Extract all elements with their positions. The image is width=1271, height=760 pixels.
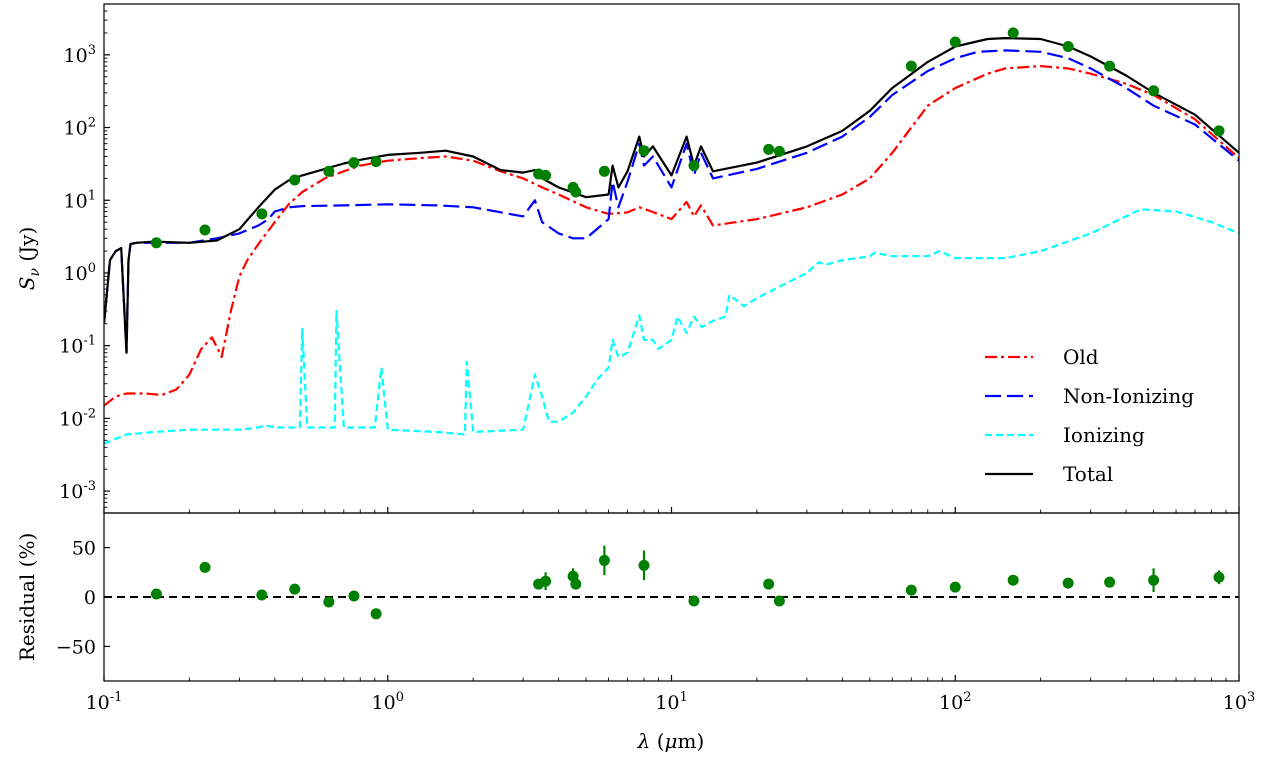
residual-point bbox=[763, 578, 775, 590]
y-tick-label: 10-3 bbox=[59, 479, 96, 503]
sed-panel: 10-3 10-2 10-1 100 101 102 103 Sν (Jy) Old Non-… bbox=[15, 3, 1240, 514]
observed-point bbox=[1104, 60, 1116, 72]
residual-point bbox=[598, 554, 610, 566]
legend-label: Old bbox=[1063, 345, 1099, 369]
observed-point bbox=[598, 165, 610, 177]
series-line-total bbox=[104, 37, 1239, 354]
y-tick-label: 100 bbox=[64, 261, 96, 285]
residual-point bbox=[150, 588, 162, 600]
x-tick-label: 102 bbox=[939, 690, 971, 714]
residual-x-ticks: 10-1 100 101 102 103 bbox=[86, 675, 1255, 714]
observed-point bbox=[773, 145, 785, 157]
residual-point bbox=[540, 575, 552, 587]
legend-label: Total bbox=[1063, 462, 1113, 486]
y-tick-label: 10-1 bbox=[59, 334, 96, 358]
residual-y-tick-label: −50 bbox=[56, 636, 96, 658]
residual-point bbox=[570, 578, 582, 590]
residual-plot-area bbox=[104, 545, 1239, 620]
observed-point bbox=[905, 60, 917, 72]
series-line-old bbox=[104, 65, 1239, 407]
observed-point bbox=[370, 156, 382, 168]
residual-point bbox=[1213, 571, 1225, 583]
residual-point bbox=[688, 595, 700, 607]
legend: Old Non-Ionizing Ionizing Total bbox=[985, 345, 1194, 486]
residual-point bbox=[638, 559, 650, 571]
observed-point bbox=[323, 165, 335, 177]
residual-point bbox=[348, 590, 360, 602]
x-tick-label: 101 bbox=[655, 690, 687, 714]
observed-point bbox=[256, 208, 268, 220]
sed-x-ticks bbox=[103, 507, 1240, 513]
y-tick-label: 10-2 bbox=[59, 406, 96, 430]
residual-y-ticks: 50 0 −50 bbox=[56, 538, 110, 658]
y-tick-label: 103 bbox=[64, 43, 96, 67]
residual-point bbox=[1148, 574, 1160, 586]
residual-point bbox=[323, 596, 335, 608]
x-tick-label: 103 bbox=[1223, 690, 1255, 714]
y-tick-label: 102 bbox=[64, 116, 96, 140]
observed-point bbox=[949, 36, 961, 48]
residual-point bbox=[199, 561, 211, 573]
observed-point bbox=[150, 237, 162, 249]
series-line-ionizing bbox=[104, 208, 1239, 445]
legend-label: Ionizing bbox=[1063, 423, 1145, 447]
residual-y-tick-label: 50 bbox=[72, 538, 96, 560]
x-tick-label: 10-1 bbox=[86, 690, 123, 714]
observed-point bbox=[1062, 41, 1074, 52]
observed-point bbox=[1007, 27, 1019, 39]
residual-y-tick-label: 0 bbox=[84, 587, 96, 609]
y-tick-label: 101 bbox=[64, 188, 96, 212]
observed-point bbox=[1213, 125, 1225, 137]
observed-point bbox=[348, 157, 360, 169]
observed-point bbox=[540, 169, 552, 181]
observed-point bbox=[570, 186, 582, 198]
observed-point bbox=[289, 174, 301, 186]
series-line-non-ionizing bbox=[104, 49, 1239, 354]
observed-point bbox=[638, 145, 650, 157]
legend-label: Non-Ionizing bbox=[1063, 384, 1194, 408]
sed-y-axis-label: Sν (Jy) bbox=[15, 227, 43, 291]
residual-point bbox=[370, 608, 382, 620]
residual-point bbox=[773, 595, 785, 607]
x-tick-label: 100 bbox=[372, 690, 404, 714]
residual-point bbox=[1104, 576, 1116, 588]
residual-point bbox=[256, 589, 268, 601]
residual-point bbox=[949, 581, 961, 593]
residual-point bbox=[1062, 577, 1074, 589]
observed-point bbox=[688, 160, 700, 172]
observed-point bbox=[763, 143, 775, 155]
residual-point bbox=[1007, 574, 1019, 586]
residual-y-axis-label: Residual (%) bbox=[15, 533, 39, 662]
residual-point bbox=[289, 583, 301, 595]
sed-plot-area bbox=[104, 27, 1239, 445]
observed-point bbox=[199, 224, 211, 236]
residual-panel: 50 0 −50 10-1 100 101 102 103 Residual (%) λ (… bbox=[15, 512, 1255, 753]
sed-y-ticks: 10-3 10-2 10-1 100 101 102 103 bbox=[59, 3, 110, 514]
observed-point bbox=[1148, 85, 1160, 97]
x-axis-label: λ (μm) bbox=[637, 729, 705, 753]
residual-point bbox=[905, 584, 917, 596]
